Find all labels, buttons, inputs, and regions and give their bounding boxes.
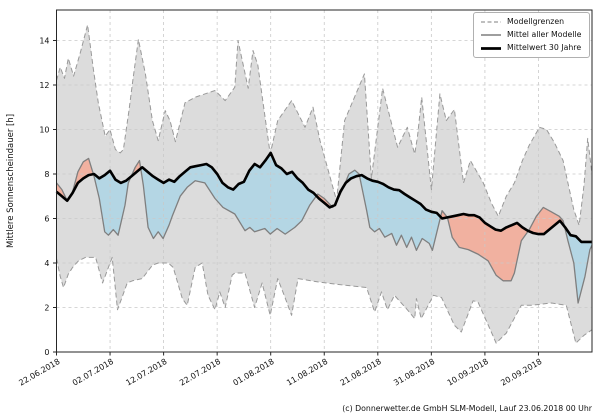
x-tick-label: 21.08.2018: [339, 357, 383, 388]
chart-layer: 22.06.2018 02.07.2018 12.07.2018 22.07.2018…: [17, 9, 593, 388]
mean-30y-line: [55, 151, 592, 244]
above-normal-fill: [316, 194, 332, 208]
above-normal-fill: [56, 158, 94, 201]
legend: Modellgrenzen Mittel aller Modelle Mitte…: [473, 12, 591, 58]
y-axis-label: Mittlere Sonnenscheindauer [h]: [6, 114, 16, 248]
x-tick-label: 31.08.2018: [392, 357, 436, 388]
y-tick-label: 12: [39, 81, 49, 90]
x-tick-label: 20.09.2018: [499, 357, 543, 388]
legend-item-modellgrenzen: Modellgrenzen: [481, 17, 581, 27]
x-tick-label: 11.08.2018: [285, 357, 329, 388]
y-tick-label: 4: [44, 259, 49, 268]
y-tick-label: 14: [39, 36, 49, 45]
y-tick-label: 10: [39, 125, 49, 134]
y-tick-label: 6: [44, 214, 49, 223]
legend-label-mittel-aller-modelle: Mittel aller Modelle: [507, 30, 582, 39]
x-tick-label: 01.08.2018: [232, 357, 276, 388]
legend-item-mittel-aller-modelle: Mittel aller Modelle: [481, 30, 581, 40]
y-tick-label: 0: [44, 348, 49, 357]
y-tick-label: 8: [44, 170, 49, 179]
model-lower-bound-line: [56, 256, 593, 344]
legend-item-mittelwert-30-jahre: Mittelwert 30 Jahre: [481, 43, 581, 53]
x-tick-label: 22.07.2018: [178, 357, 222, 388]
dashed-line-sample-icon: [481, 21, 501, 23]
copyright-caption: (c) Donnerwetter.de GmbH SLM-Modell, Lau…: [342, 404, 593, 413]
x-tick-label: 02.07.2018: [71, 357, 115, 388]
legend-label-modellgrenzen: Modellgrenzen: [507, 17, 565, 26]
x-tick-label: 12.07.2018: [124, 357, 168, 388]
y-tick-label: 2: [44, 303, 49, 312]
legend-label-mittelwert-30-jahre: Mittelwert 30 Jahre: [507, 43, 582, 52]
x-tick-label: 22.06.2018: [17, 357, 61, 388]
gray-line-sample-icon: [481, 34, 501, 36]
x-tick-label: 10.09.2018: [446, 357, 490, 388]
black-line-sample-icon: [481, 46, 501, 50]
below-normal-fill: [564, 226, 592, 303]
model-upper-bound-line: [56, 24, 593, 226]
below-normal-fill: [359, 175, 441, 251]
